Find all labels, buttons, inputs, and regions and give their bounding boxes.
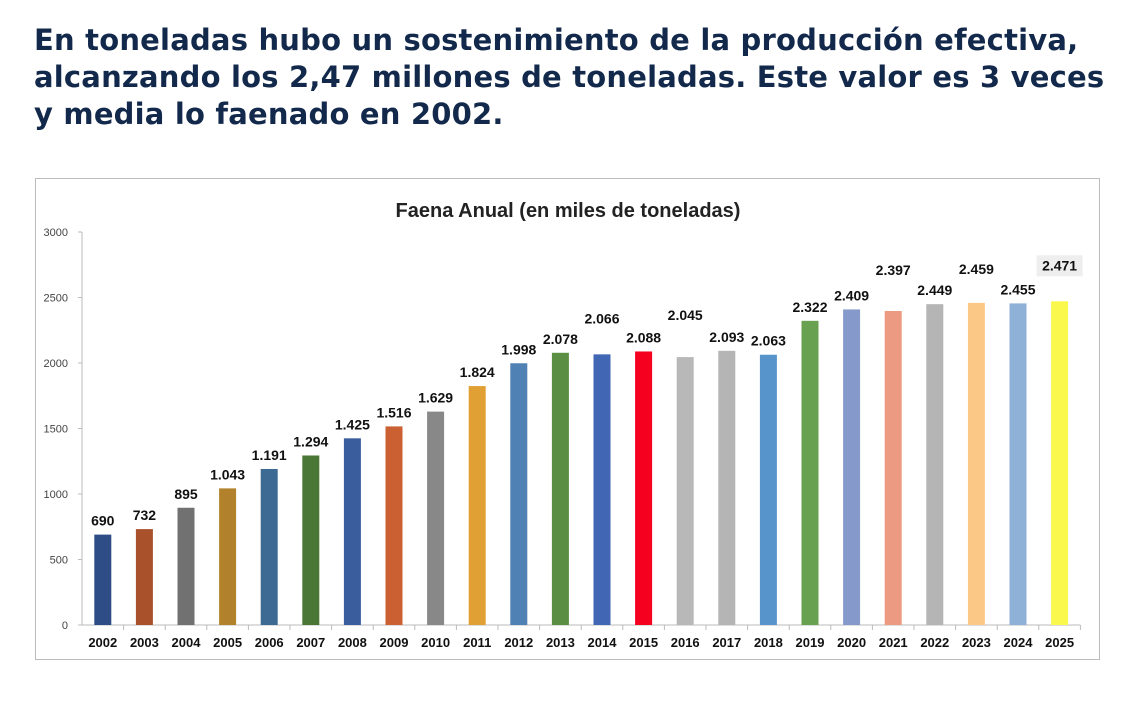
x-tick-label: 2022: [920, 635, 949, 650]
chart-title: Faena Anual (en miles de toneladas): [396, 200, 741, 222]
x-tick-label: 2025: [1045, 635, 1074, 650]
bar-2016: [676, 357, 694, 625]
data-label-2020: 2.409: [834, 287, 869, 303]
x-tick-label: 2002: [88, 635, 117, 650]
data-label-2019: 2.322: [792, 299, 827, 315]
data-label-2013: 2.078: [543, 331, 578, 347]
data-label-2009: 1.516: [376, 404, 411, 420]
y-tick-label: 1000: [44, 489, 68, 501]
bar-2022: [926, 304, 944, 625]
y-tick-label: 2500: [44, 293, 68, 305]
x-tick-label: 2003: [130, 635, 159, 650]
x-tick-label: 2007: [296, 635, 325, 650]
bar-2023: [967, 302, 985, 625]
data-label-2012: 1.998: [501, 341, 536, 357]
bar-2020: [843, 309, 861, 625]
data-label-2008: 1.425: [335, 416, 370, 432]
x-tick-label: 2021: [879, 635, 908, 650]
x-tick-label: 2020: [837, 635, 866, 650]
bar-2007: [302, 455, 320, 625]
x-tick-label: 2008: [338, 635, 367, 650]
y-tick-label: 0: [62, 620, 68, 632]
y-tick-label: 500: [50, 555, 68, 567]
x-tick-label: 2010: [421, 635, 450, 650]
bar-2003: [135, 529, 153, 625]
data-label-2018: 2.063: [751, 333, 786, 349]
x-tick-label: 2014: [588, 635, 618, 650]
bar-2011: [468, 386, 486, 625]
data-label-2025: 2.471: [1042, 257, 1077, 273]
data-label-2023: 2.459: [959, 261, 994, 277]
bar-2019: [801, 320, 819, 625]
chart-container: Faena Anual (en miles de toneladas) 0 500…: [35, 178, 1100, 660]
x-tick-label: 2023: [962, 635, 991, 650]
y-tick-label: 3000: [44, 227, 68, 239]
x-tick-label: 2019: [796, 635, 825, 650]
data-label-2021: 2.397: [876, 262, 911, 278]
data-label-2022: 2.449: [917, 282, 952, 298]
bar-2018: [759, 354, 777, 625]
x-tick-label: 2009: [380, 635, 409, 650]
bar-2017: [718, 350, 736, 625]
data-label-2011: 1.824: [460, 364, 495, 380]
data-label-2024: 2.455: [1000, 281, 1035, 297]
y-tick-label: 1500: [44, 424, 68, 436]
bar-2006: [260, 468, 278, 625]
x-tick-label: 2004: [172, 635, 202, 650]
x-tick-label: 2006: [255, 635, 284, 650]
data-label-2016: 2.045: [668, 307, 703, 323]
y-tick-label: 2000: [44, 358, 68, 370]
bar-2010: [427, 411, 445, 625]
x-tick-label: 2011: [463, 635, 491, 650]
bar-2004: [177, 507, 195, 625]
bar-2025: [1051, 301, 1069, 625]
bar-2005: [219, 488, 237, 625]
x-tick-label: 2017: [712, 635, 741, 650]
data-label-2010: 1.629: [418, 390, 453, 406]
data-label-highlight: [1036, 255, 1083, 277]
headline: En toneladas hubo un sostenimiento de la…: [34, 23, 1105, 131]
data-label-2003: 732: [133, 507, 157, 523]
bar-2009: [385, 426, 403, 625]
bar-2015: [635, 351, 653, 625]
bar-2013: [551, 352, 569, 625]
data-label-2007: 1.294: [293, 433, 328, 449]
bar-2002: [94, 534, 112, 625]
bar-chart: Faena Anual (en miles de toneladas) 0 500…: [44, 200, 1083, 650]
data-label-2005: 1.043: [210, 466, 245, 482]
bar-2014: [593, 354, 611, 625]
data-label-2004: 895: [174, 486, 198, 502]
x-tick-label: 2024: [1004, 635, 1034, 650]
x-tick-label: 2013: [546, 635, 575, 650]
bar-2012: [510, 363, 528, 625]
x-tick-label: 2005: [213, 635, 242, 650]
data-label-2014: 2.066: [584, 310, 619, 326]
bar-2024: [1009, 303, 1027, 625]
bar-2021: [884, 310, 902, 625]
bar-2008: [343, 438, 361, 625]
x-tick-label: 2016: [671, 635, 700, 650]
data-label-2002: 690: [91, 513, 115, 529]
data-label-2015: 2.088: [626, 329, 661, 345]
x-tick-label: 2018: [754, 635, 783, 650]
x-tick-label: 2015: [629, 635, 658, 650]
x-tick-label: 2012: [504, 635, 533, 650]
data-label-2006: 1.191: [252, 447, 287, 463]
data-label-2017: 2.093: [709, 329, 744, 345]
